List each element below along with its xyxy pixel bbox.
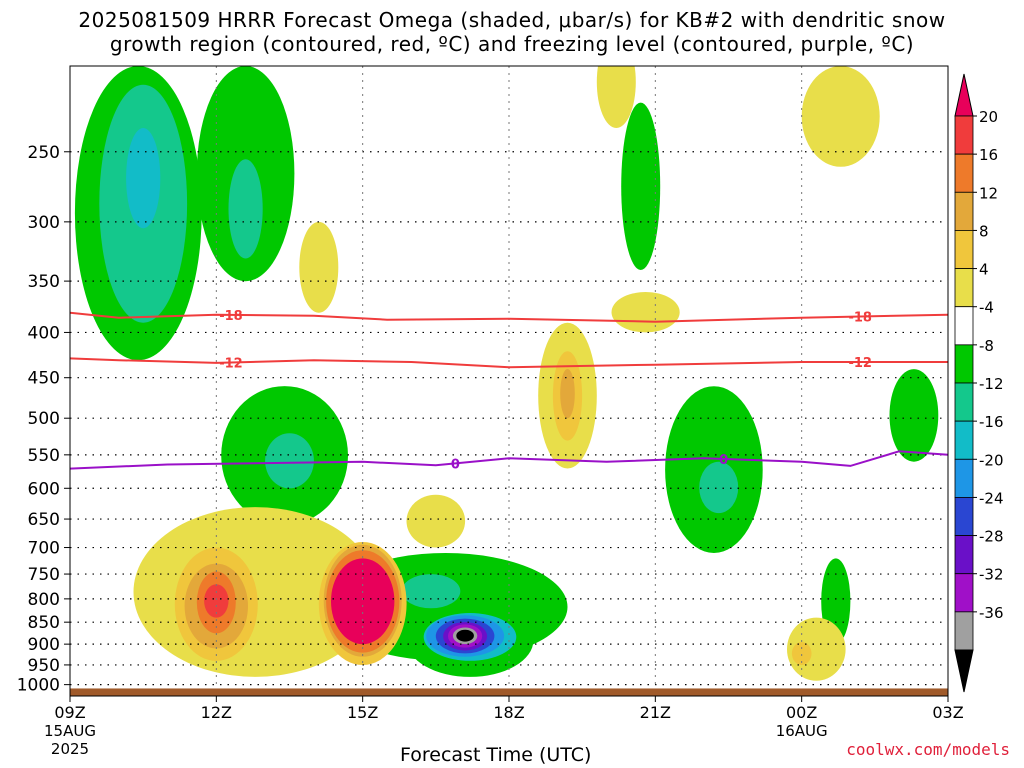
dendritic-contour-m18-label-1: -18 — [848, 311, 872, 326]
colorbar-swatch-9 — [954, 420, 974, 460]
omega-descent-area-38 — [801, 66, 880, 167]
y-tick-label-550: 550 — [28, 446, 60, 466]
omega-ascent-area-21 — [456, 629, 474, 642]
omega-ascent-area-11 — [889, 369, 939, 462]
y-tick-label-1000: 1000 — [17, 676, 60, 696]
dendritic-contour-m18-label-0: -18 — [219, 309, 243, 324]
pressure-axis: 2503003504004505005506006507007508008509… — [17, 143, 70, 696]
y-tick-label-850: 850 — [28, 613, 60, 633]
dendritic-contour-m18 — [70, 311, 948, 323]
temperature-contours: -18 -18 -12 -12 0 0 — [70, 309, 948, 472]
y-tick-label-450: 450 — [28, 369, 60, 389]
omega-shading — [74, 66, 939, 681]
dendritic-contour-m12-label-0: -12 — [219, 357, 243, 372]
omega-colorbar: 20 16 12 8 4 -4 -8 -12 -16 -20 -24 -28 -32 -36 — [954, 73, 1004, 693]
colorbar-swatch-4 — [954, 230, 974, 269]
colorbar-label-8: -16 — [979, 413, 1004, 431]
y-tick-label-600: 600 — [28, 479, 60, 499]
x-tick-date-09Z: 15AUG — [44, 722, 96, 740]
colorbar-bottom-arrow — [954, 649, 974, 693]
colorbar-label-9: -20 — [979, 451, 1004, 469]
colorbar-label-10: -24 — [979, 489, 1004, 507]
colorbar-swatch-5 — [954, 268, 974, 308]
x-tick-label-09Z: 09Z — [54, 703, 85, 722]
omega-descent-area-34 — [406, 494, 466, 548]
colorbar-swatch-2 — [954, 153, 974, 193]
chart-title-line-1: 2025081509 HRRR Forecast Omega (shaded, … — [78, 8, 946, 32]
colorbar-swatch-14 — [954, 611, 974, 651]
colorbar-label-12: -32 — [979, 566, 1004, 584]
colorbar-swatch-12 — [954, 535, 974, 575]
dendritic-contour-m12 — [70, 357, 948, 369]
x-tick-label-03Z: 03Z — [932, 703, 963, 722]
x-tick-label-15Z: 15Z — [347, 703, 378, 722]
colorbar-label-0: 20 — [979, 108, 998, 126]
y-tick-label-700: 700 — [28, 539, 60, 559]
y-tick-label-950: 950 — [28, 656, 60, 676]
colorbar-label-1: 16 — [979, 146, 998, 164]
x-tick-label-21Z: 21Z — [640, 703, 671, 722]
omega-descent-area-37 — [596, 66, 636, 128]
omega-ascent-area-6 — [265, 433, 314, 489]
colorbar-swatch-11 — [954, 497, 974, 536]
omega-descent-area-26 — [204, 584, 229, 618]
omega-descent-area-36 — [611, 292, 680, 333]
omega-descent-area-40 — [791, 642, 812, 665]
y-tick-label-300: 300 — [28, 213, 60, 233]
terrain-band — [70, 688, 948, 696]
colorbar-label-13: -36 — [979, 604, 1004, 622]
colorbar-swatch-13 — [954, 573, 974, 613]
chart-title-line-2: growth region (contoured, red, ºC) and f… — [109, 32, 915, 56]
y-tick-label-650: 650 — [28, 510, 60, 530]
omega-ascent-area-2 — [126, 128, 161, 229]
x-tick-label-18Z: 18Z — [493, 703, 524, 722]
colorbar-label-4: 4 — [979, 261, 989, 279]
x-tick-label-00Z: 00Z — [786, 703, 817, 722]
colorbar-top-arrow — [954, 73, 974, 117]
x-tick-label-12Z: 12Z — [201, 703, 232, 722]
x-axis-label: Forecast Time (UTC) — [400, 744, 592, 766]
x-tick-year-09Z: 2025 — [51, 740, 89, 758]
y-tick-label-350: 350 — [28, 272, 60, 292]
x-tick-date-00Z: 16AUG — [776, 722, 828, 740]
omega-ascent-area-13 — [621, 102, 661, 270]
freezing-level-contour-label-1: 0 — [719, 453, 728, 468]
omega-ascent-area-8 — [401, 574, 461, 609]
freezing-level-contour-label-0: 0 — [451, 457, 460, 472]
colorbar-label-7: -12 — [979, 375, 1004, 393]
colorbar-label-6: -8 — [979, 337, 994, 355]
terrain-fill — [70, 688, 948, 696]
omega-descent-area-35 — [299, 221, 339, 313]
colorbar-swatch-7 — [954, 344, 974, 384]
dendritic-contour-m12-label-1: -12 — [848, 356, 872, 371]
colorbar-label-11: -28 — [979, 528, 1004, 546]
colorbar-swatch-8 — [954, 382, 974, 422]
y-tick-label-500: 500 — [28, 409, 60, 429]
y-tick-label-750: 750 — [28, 565, 60, 585]
y-tick-label-900: 900 — [28, 635, 60, 655]
colorbar-label-5: -4 — [979, 299, 994, 317]
y-tick-label-250: 250 — [28, 143, 60, 163]
colorbar-swatch-6 — [954, 306, 974, 346]
site-credit[interactable]: coolwx.com/models — [846, 740, 1010, 759]
colorbar-label-2: 12 — [979, 184, 998, 202]
omega-descent-area-33 — [560, 369, 575, 419]
colorbar-swatch-1 — [954, 115, 974, 155]
y-tick-label-400: 400 — [28, 323, 60, 343]
y-tick-label-800: 800 — [28, 590, 60, 610]
colorbar-swatch-10 — [954, 458, 974, 498]
gridlines — [70, 66, 948, 696]
colorbar-label-3: 8 — [979, 222, 989, 240]
freezing-level-contour — [70, 450, 948, 470]
omega-ascent-area-4 — [228, 159, 263, 259]
omega-ascent-area-10 — [699, 461, 739, 514]
colorbar-swatch-3 — [954, 191, 974, 231]
